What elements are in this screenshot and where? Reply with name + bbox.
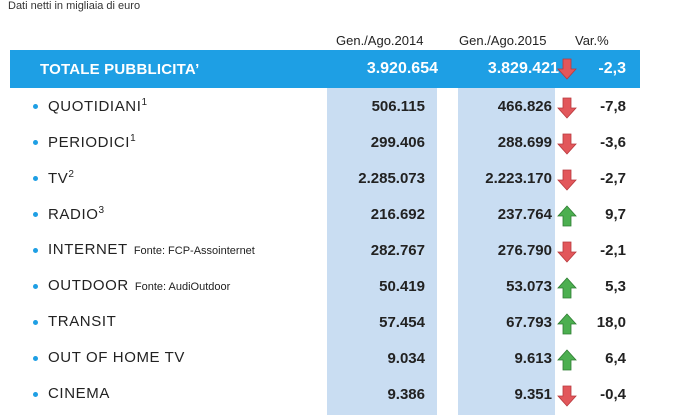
bullet-icon <box>33 284 38 289</box>
variation-value: -7,8 <box>600 98 626 115</box>
value-2014: 299.406 <box>370 134 425 151</box>
table-row: OUT OF HOME TV 9.034 9.613 6,4 <box>0 344 700 374</box>
row-label-text: CINEMA <box>48 385 110 402</box>
value-2015: 9.351 <box>514 386 552 403</box>
trend-down-icon <box>557 169 577 191</box>
trend-up-icon <box>557 277 577 299</box>
variation-value: -2,7 <box>600 170 626 187</box>
row-label: PERIODICI1 <box>48 133 136 151</box>
total-2015-value: 3.829.421 <box>487 60 559 77</box>
value-2014: 282.767 <box>370 242 425 259</box>
trend-down-icon <box>557 241 577 263</box>
footnote-marker: 1 <box>130 133 136 144</box>
value-2014: 9.386 <box>387 386 425 403</box>
value-2015: 53.073 <box>506 278 552 295</box>
table-row: RADIO3 216.692 237.764 9,7 <box>0 200 700 230</box>
value-2015: 9.613 <box>514 350 552 367</box>
bullet-icon <box>33 248 38 253</box>
row-label: OUTDOOR Fonte: AudiOutdoor <box>48 277 230 294</box>
row-label: CINEMA <box>48 385 110 402</box>
table-row: QUOTIDIANI1 506.115 466.826 -7,8 <box>0 92 700 122</box>
total-var-value: -2,3 <box>598 60 626 77</box>
bullet-icon <box>33 320 38 325</box>
row-source: Fonte: FCP-Assointernet <box>133 245 255 257</box>
row-label: RADIO3 <box>48 205 104 223</box>
row-label: TRANSIT <box>48 313 116 330</box>
total-label: TOTALE PUBBLICITA’ <box>40 61 200 78</box>
variation-value: 18,0 <box>596 314 626 331</box>
variation-value: 5,3 <box>605 278 626 295</box>
table-row: INTERNET Fonte: FCP-Assointernet 282.767 27… <box>0 236 700 266</box>
value-2015: 237.764 <box>497 206 552 223</box>
value-2014: 50.419 <box>379 278 425 295</box>
trend-down-icon <box>557 133 577 155</box>
value-2015: 2.223.170 <box>485 170 552 187</box>
row-label-text: PERIODICI <box>48 134 131 151</box>
bullet-icon <box>33 392 38 397</box>
table-row: TV2 2.285.073 2.223.170 -2,7 <box>0 164 700 194</box>
row-label: QUOTIDIANI1 <box>48 97 147 115</box>
bullet-icon <box>33 140 38 145</box>
trend-up-icon <box>557 349 577 371</box>
header-2014: Gen./Ago.2014 <box>336 33 424 48</box>
variation-value: -0,4 <box>600 386 626 403</box>
value-2015: 288.699 <box>497 134 552 151</box>
row-label: OUT OF HOME TV <box>48 349 185 366</box>
row-label: INTERNET Fonte: FCP-Assointernet <box>48 241 255 258</box>
footnote-marker: 2 <box>68 169 74 180</box>
row-source: Fonte: AudiOutdoor <box>134 281 231 293</box>
value-2015: 67.793 <box>506 314 552 331</box>
column-2014-background <box>327 85 437 415</box>
table-row: CINEMA 9.386 9.351 -0,4 <box>0 380 700 410</box>
row-label-text: OUT OF HOME TV <box>48 349 186 366</box>
total-2014-value: 3.920.654 <box>366 60 438 77</box>
total-row: TOTALE PUBBLICITA’ 3.920.654 3.829.421 -… <box>10 50 640 88</box>
row-label-text: TV <box>48 170 69 187</box>
variation-value: 6,4 <box>605 350 626 367</box>
row-label-text: INTERNET <box>48 241 128 258</box>
value-2014: 506.115 <box>371 98 425 115</box>
table-row: PERIODICI1 299.406 288.699 -3,6 <box>0 128 700 158</box>
table-subtitle: Dati netti in migliaia di euro <box>8 0 141 12</box>
value-2015: 276.790 <box>497 242 552 259</box>
trend-down-icon <box>557 58 577 80</box>
column-2015-background <box>458 85 555 415</box>
variation-value: -3,6 <box>600 134 626 151</box>
bullet-icon <box>33 104 38 109</box>
bullet-icon <box>33 212 38 217</box>
value-2014: 216.692 <box>370 206 425 223</box>
row-label-text: QUOTIDIANI <box>48 98 142 115</box>
trend-down-icon <box>557 97 577 119</box>
value-2015: 466.826 <box>497 98 552 115</box>
variation-value: 9,7 <box>605 206 626 223</box>
trend-up-icon <box>557 205 577 227</box>
header-2015: Gen./Ago.2015 <box>459 33 547 48</box>
header-var: Var.% <box>575 33 609 48</box>
footnote-marker: 3 <box>98 205 105 216</box>
footnote-marker: 1 <box>141 97 148 108</box>
bullet-icon <box>33 356 38 361</box>
variation-value: -2,1 <box>600 242 626 259</box>
row-label: TV2 <box>48 169 74 187</box>
row-label-text: OUTDOOR <box>48 277 129 294</box>
value-2014: 57.454 <box>379 314 425 331</box>
trend-up-icon <box>557 313 577 335</box>
trend-down-icon <box>557 385 577 407</box>
value-2014: 2.285.073 <box>358 170 425 187</box>
row-label-text: RADIO <box>48 206 99 223</box>
bullet-icon <box>33 176 38 181</box>
table-row: OUTDOOR Fonte: AudiOutdoor 50.419 53.073 5,3 <box>0 272 700 302</box>
table-row: TRANSIT 57.454 67.793 18,0 <box>0 308 700 338</box>
row-label-text: TRANSIT <box>48 313 117 330</box>
value-2014: 9.034 <box>387 350 425 367</box>
